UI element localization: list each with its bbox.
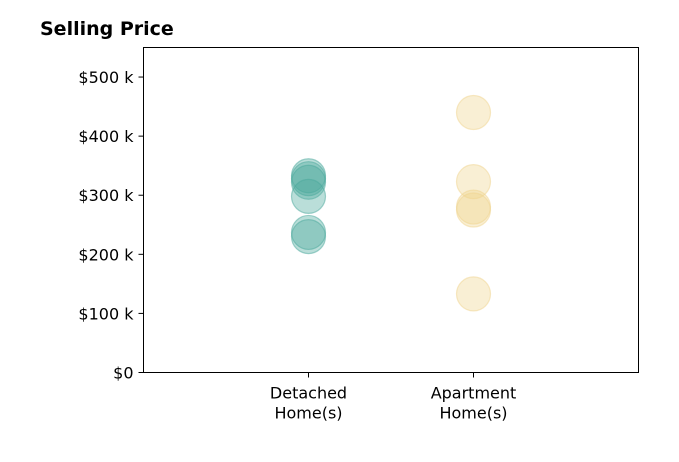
- y-tick-label: $500 k: [78, 68, 134, 87]
- x-tick-label: Detached Home(s): [270, 384, 347, 423]
- y-tick-label: $0: [113, 364, 133, 383]
- x-tick-label: Apartment Home(s): [431, 384, 517, 423]
- chart-title: Selling Price: [40, 18, 174, 40]
- data-point: [455, 192, 492, 228]
- y-axis: $0 $100 k $200 k $300 k $400 k $500 k: [78, 68, 144, 383]
- data-point: [290, 178, 327, 215]
- data-point: [455, 276, 492, 312]
- data-point: [290, 164, 327, 200]
- plot-area-frame: [143, 47, 639, 373]
- y-tick-label: $100 k: [78, 304, 134, 323]
- data-point: [455, 94, 492, 131]
- points-layer: [290, 94, 492, 312]
- data-point: [290, 218, 327, 255]
- x-axis: Detached Home(s) Apartment Home(s): [270, 372, 517, 423]
- y-tick-label: $200 k: [78, 245, 134, 264]
- y-tick-label: $400 k: [78, 127, 134, 146]
- y-tick-label: $300 k: [78, 186, 134, 205]
- data-point: [455, 164, 492, 200]
